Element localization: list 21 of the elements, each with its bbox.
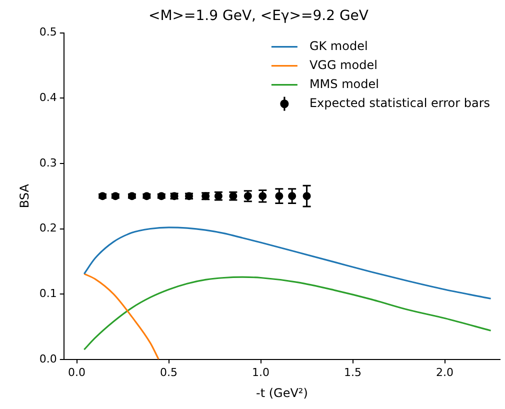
x-tick-label: 0.5 — [160, 366, 178, 379]
legend-label: Expected statistical error bars — [309, 96, 490, 110]
y-axis-title: BSA — [17, 183, 32, 208]
legend-label: MMS model — [309, 76, 379, 91]
line-series — [83, 273, 160, 360]
y-tick-label: 0.4 — [39, 90, 57, 104]
x-tick-label: 2.0 — [436, 366, 454, 379]
x-tick-label: 0.0 — [68, 366, 86, 379]
y-tick-label: 0.3 — [39, 156, 57, 170]
y-tick-label: 0.2 — [39, 222, 57, 235]
chart-title: <M>=1.9 GeV, <Eγ>=9.2 GeV — [148, 8, 369, 24]
y-tick-label: 0.0 — [39, 352, 57, 366]
y-tick-label: 0.1 — [39, 286, 57, 300]
x-tick-label: 1.5 — [344, 366, 362, 379]
y-tick-label: 0.5 — [39, 26, 57, 39]
line-series — [83, 226, 492, 300]
x-axis-title: -t (GeV²) — [256, 386, 308, 400]
line-series — [83, 276, 492, 350]
x-tick-label: 1.0 — [252, 366, 270, 379]
legend-label: VGG model — [309, 58, 378, 72]
legend-label: GK model — [309, 38, 368, 53]
